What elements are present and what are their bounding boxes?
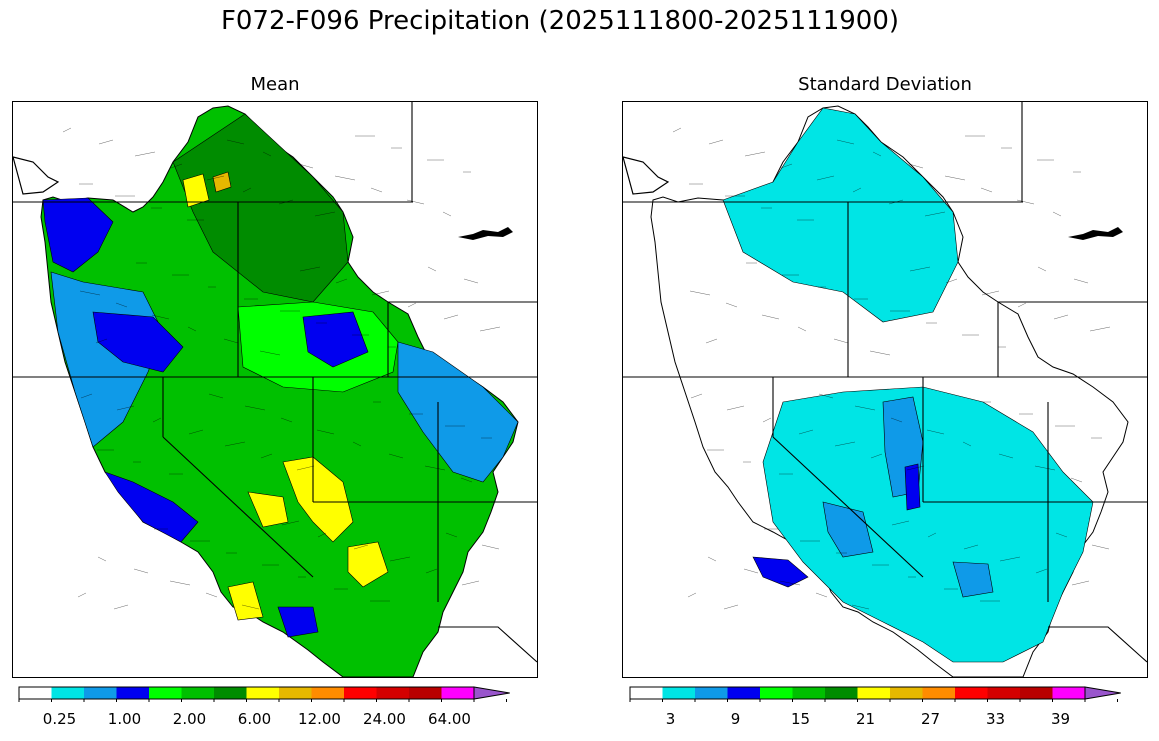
stddev-colorbar-bin xyxy=(792,687,825,699)
mean-state-border xyxy=(438,626,537,663)
stddev-colorbar-tick-label: 3 xyxy=(665,710,676,728)
mean-colorbar-tick-label: 24.00 xyxy=(363,710,406,728)
stddev-map-svg xyxy=(623,102,1147,677)
mean-map-svg xyxy=(13,102,537,677)
mean-region-north-peak-orange xyxy=(212,171,232,193)
stddev-colorbar-bin xyxy=(857,687,890,699)
mean-colorbar-bin xyxy=(19,687,52,699)
mean-landmass xyxy=(40,105,519,677)
mean-coastline-vancouver xyxy=(13,156,60,195)
stddev-state-borders xyxy=(623,102,1147,663)
stddev-colorbar-bin xyxy=(1052,687,1085,699)
stddev-colorbar-bin xyxy=(955,687,988,699)
mean-colorbar-tick-label: 0.25 xyxy=(42,710,77,728)
mean-colorbar-bin xyxy=(441,687,474,699)
mean-colorbar-tick-label: 6.00 xyxy=(237,710,272,728)
mean-colorbar-tick-label: 64.00 xyxy=(428,710,471,728)
mean-colorbar xyxy=(18,686,531,702)
figure-title: F072-F096 Precipitation (2025111800-2025… xyxy=(220,6,900,36)
stddev-colorbar-bin xyxy=(630,687,663,699)
stddev-colorbar-tick-label: 15 xyxy=(790,710,811,728)
mean-colorbar-bin xyxy=(149,687,182,699)
mean-region-southern-coast xyxy=(104,471,199,543)
stddev-colorbar-bin xyxy=(695,687,728,699)
mean-colorbar-bin xyxy=(181,687,214,699)
mean-colorbar-bin xyxy=(84,687,117,699)
stddev-region-utah-peak xyxy=(904,463,921,511)
mean-colorbar-bin xyxy=(214,687,247,699)
mean-colorbar-bin xyxy=(116,687,149,699)
stddev-region-southeast-basin-a xyxy=(822,501,874,558)
stddev-colorbar-bin xyxy=(825,687,858,699)
mean-state-border xyxy=(162,436,314,578)
mean-region-southwest-peak-c xyxy=(347,541,389,588)
stddev-basin-boundaries xyxy=(672,127,1111,610)
mean-region-southern-blue-b xyxy=(277,606,319,638)
stddev-colorbar-bin xyxy=(727,687,760,699)
stddev-colorbar-bin xyxy=(922,687,955,699)
stddev-colorbar-bin xyxy=(987,687,1020,699)
stddev-panel-title: Standard Deviation xyxy=(798,74,972,95)
mean-colorbar-tick-label: 2.00 xyxy=(172,710,207,728)
mean-region-oregon-blue-patch xyxy=(92,311,184,373)
mean-region-north-peak-yellow xyxy=(182,173,210,208)
stddev-colorbar-svg xyxy=(629,686,1121,702)
stddev-colorbar-tick-label: 39 xyxy=(1050,710,1071,728)
stddev-region-southern-coast xyxy=(752,556,809,588)
stddev-landmass xyxy=(650,105,1129,677)
mean-lake xyxy=(458,227,513,240)
stddev-colorbar xyxy=(629,686,1142,702)
mean-region-southwest-peak-b xyxy=(247,491,289,528)
mean-colorbar-svg xyxy=(18,686,510,702)
mean-region-utah-blue xyxy=(302,311,369,368)
mean-colorbar-bin xyxy=(279,687,312,699)
stddev-map xyxy=(622,101,1148,678)
mean-colorbar-bin xyxy=(344,687,377,699)
mean-colorbar-tick-label: 1.00 xyxy=(107,710,142,728)
stddev-colorbar-bin xyxy=(662,687,695,699)
stddev-colorbar-tick-label: 27 xyxy=(920,710,941,728)
mean-colorbar-tick-label: 12.00 xyxy=(298,710,341,728)
mean-state-borders xyxy=(13,102,537,663)
mean-colorbar-bin xyxy=(51,687,84,699)
mean-colorbar-extend-arrow xyxy=(473,686,510,700)
mean-region-rockies-north xyxy=(172,113,349,303)
mean-colorbar-bin xyxy=(246,687,279,699)
mean-colorbar-bin xyxy=(311,687,344,699)
mean-colorbar-bin xyxy=(409,687,442,699)
mean-map xyxy=(12,101,538,678)
stddev-colorbar-tick-label: 33 xyxy=(985,710,1006,728)
stddev-colorbar-bin xyxy=(890,687,923,699)
stddev-state-border xyxy=(1048,626,1147,663)
stddev-region-north-interior xyxy=(722,107,959,323)
mean-panel-title: Mean xyxy=(250,74,300,95)
mean-region-southwest-peak-d xyxy=(227,581,264,621)
stddev-colorbar-bin xyxy=(1020,687,1053,699)
stddev-lake xyxy=(1068,227,1123,240)
mean-colorbar-bin xyxy=(376,687,409,699)
stddev-colorbar-tick-label: 9 xyxy=(730,710,741,728)
mean-basin-boundaries xyxy=(62,127,501,610)
stddev-colorbar-bin xyxy=(760,687,793,699)
stddev-region-southeast-basin-b xyxy=(952,561,994,598)
stddev-colorbar-extend-arrow xyxy=(1084,686,1121,700)
stddev-state-border xyxy=(772,436,924,578)
mean-region-southwest-peak-a xyxy=(282,456,354,543)
stddev-coastline-vancouver xyxy=(623,156,670,195)
stddev-colorbar-tick-label: 21 xyxy=(855,710,876,728)
